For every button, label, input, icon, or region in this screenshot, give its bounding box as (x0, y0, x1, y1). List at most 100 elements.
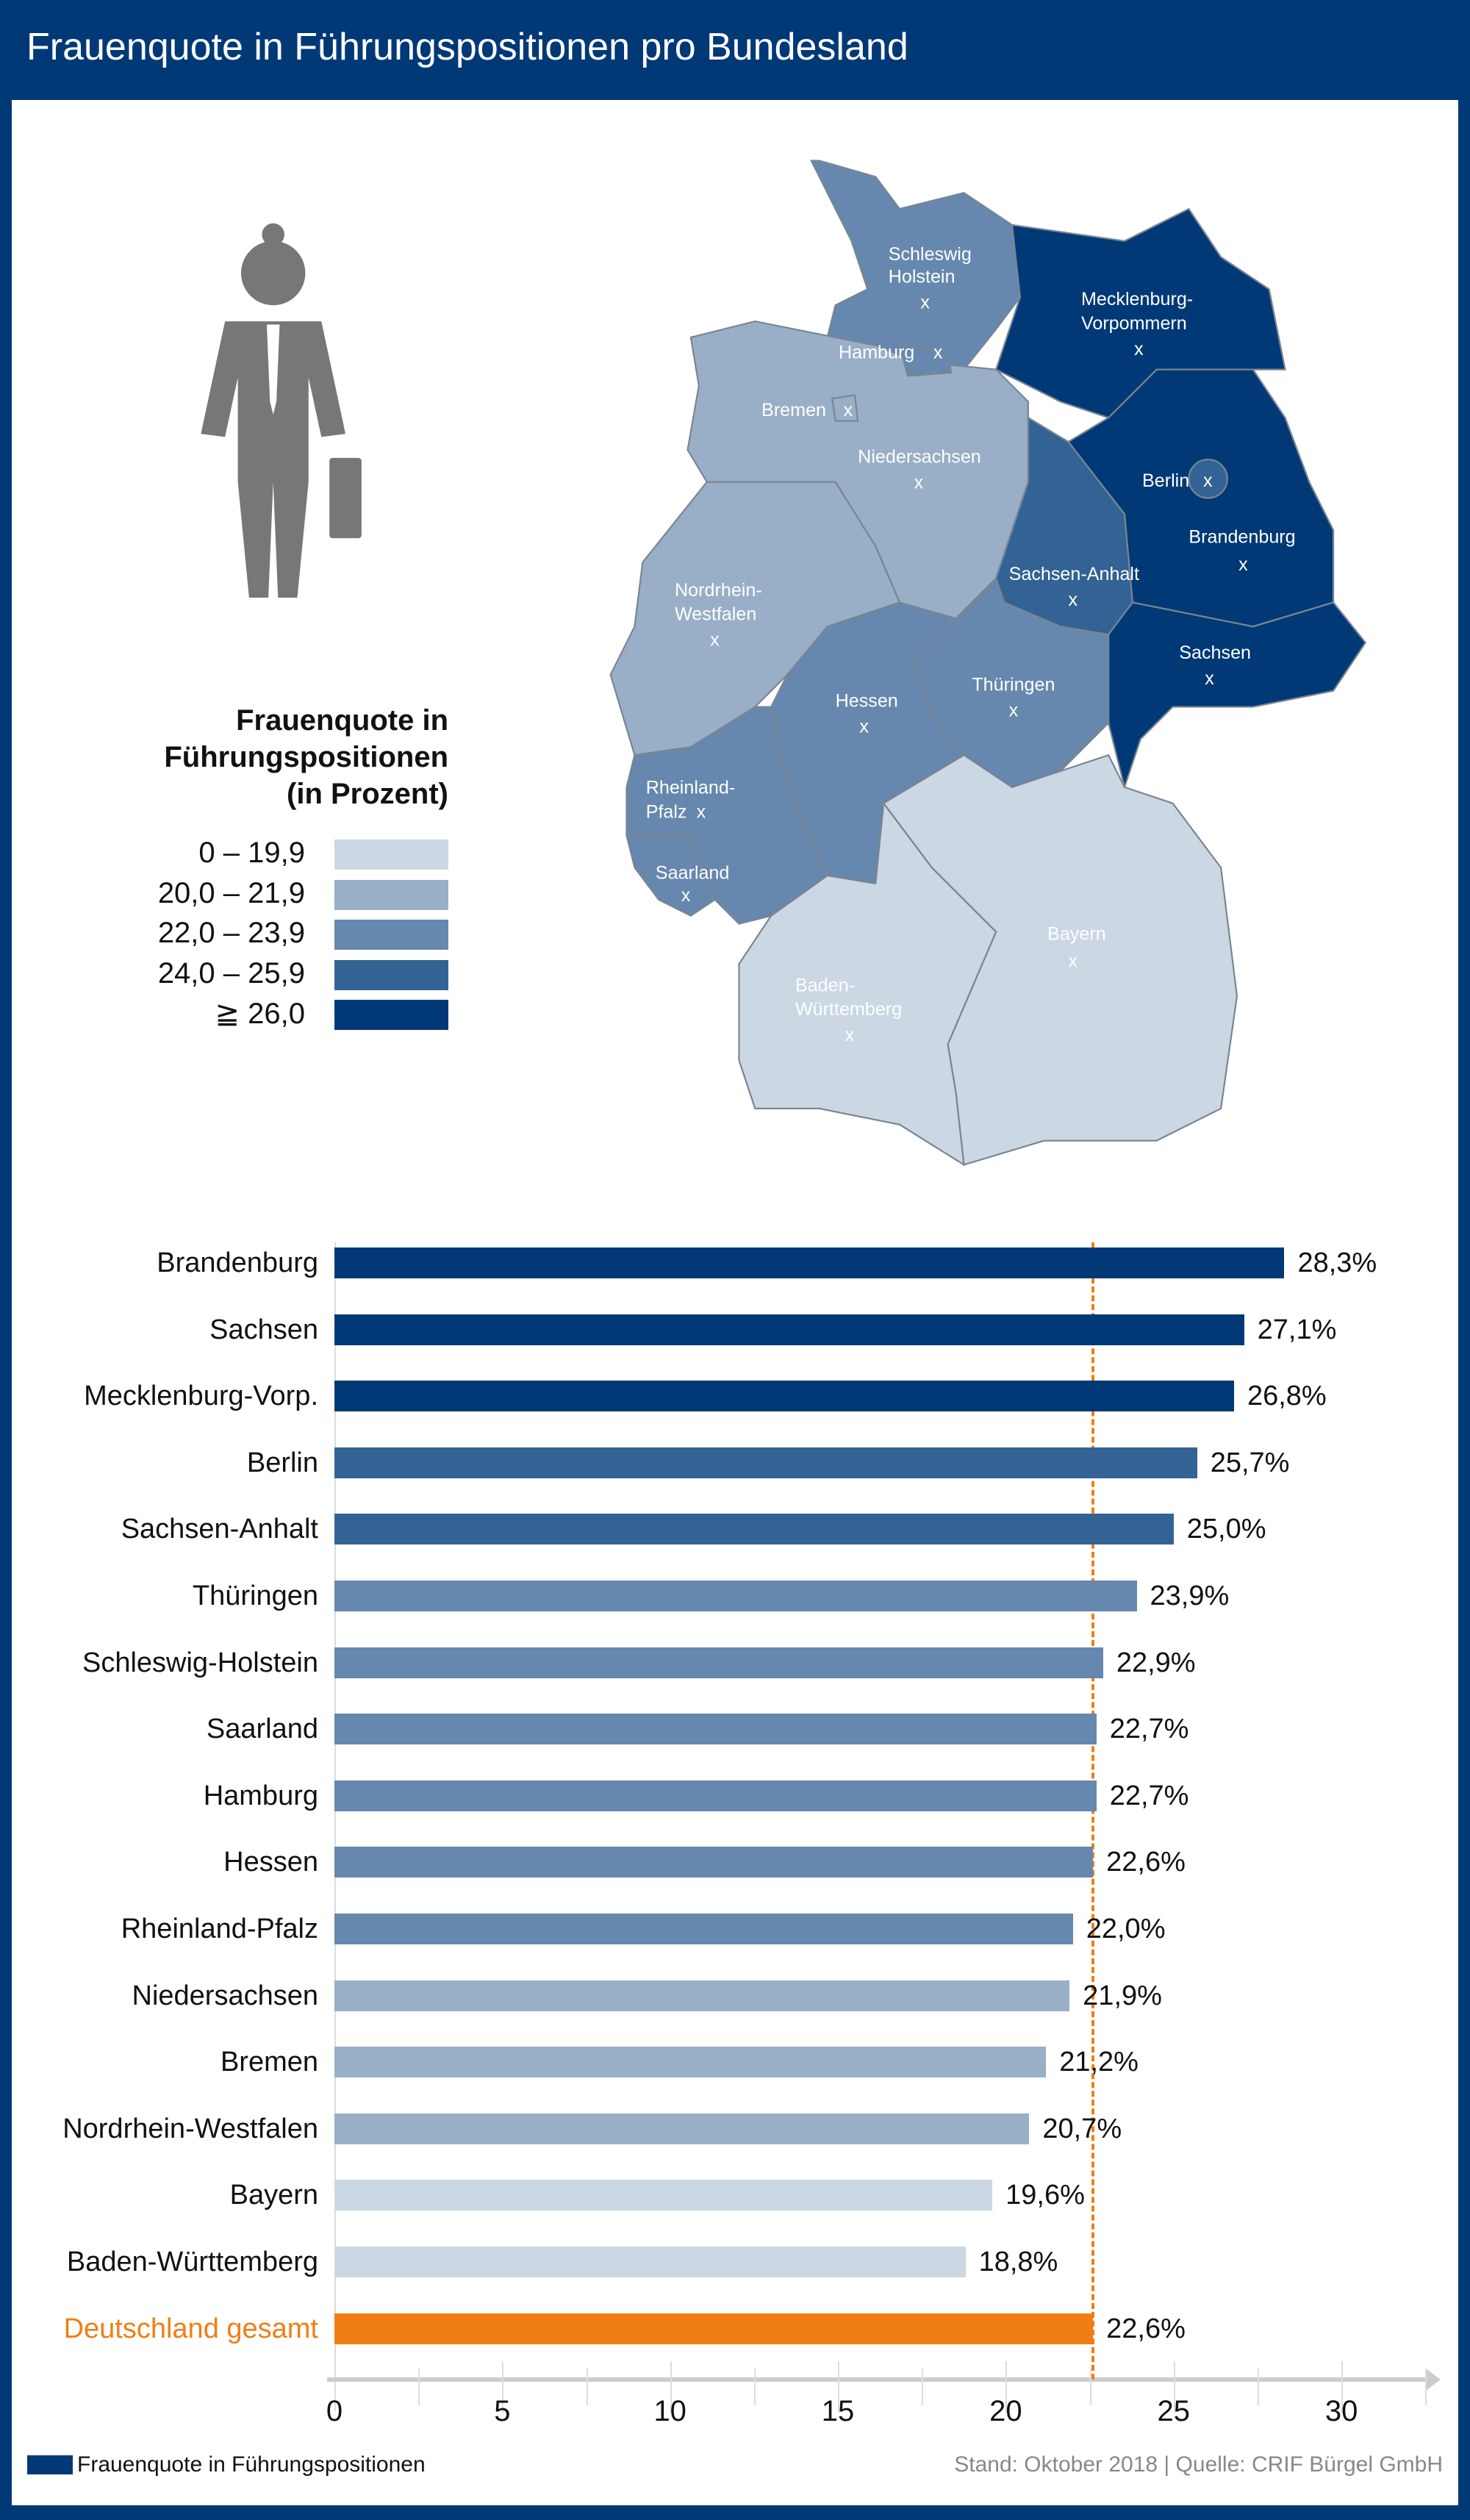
y-axis-line (334, 1242, 336, 2411)
map-label: Sachsen (1179, 642, 1251, 663)
legend-title-line: Führungspositionen (164, 741, 448, 773)
bar (334, 1714, 1097, 1745)
bar (334, 1780, 1097, 1811)
category-label: Bayern (229, 2180, 318, 2211)
bar (334, 1847, 1094, 1878)
axis-tick (418, 2369, 420, 2405)
value-label: 22,6% (1106, 1847, 1186, 1878)
axis-arrow-icon (1426, 2369, 1441, 2391)
tick-label: 0 (326, 2395, 343, 2427)
tick-label: 30 (1324, 2395, 1358, 2427)
map-label: Saarland (656, 862, 730, 883)
map-marker: x (1238, 554, 1248, 575)
legend-title-line: Frauenquote in (236, 704, 448, 737)
value-label: 22,0% (1086, 1914, 1166, 1944)
axis-tick (1005, 2361, 1008, 2413)
category-label: Mecklenburg-Vorp. (84, 1381, 318, 1412)
map-marker: x (710, 630, 720, 651)
value-label: 18,8% (978, 2247, 1058, 2277)
category-label: Baden-Württemberg (66, 2247, 318, 2277)
bar (334, 1980, 1070, 2011)
map-marker: x (933, 342, 943, 362)
category-label: Bremen (220, 2047, 318, 2078)
bar (334, 1447, 1197, 1478)
map-marker: x (914, 472, 924, 493)
map-label: Brandenburg (1188, 527, 1295, 548)
state-hamburg (898, 344, 953, 377)
map-marker: x (1203, 470, 1213, 491)
germany-map: Schleswig Holstein x Hamburg x Mecklenburg-… (201, 160, 1367, 1167)
category-label: Berlin (246, 1447, 318, 1478)
map-marker: x (844, 400, 853, 420)
tick-label: 20 (989, 2395, 1022, 2427)
legend-label: 24,0 – 25,9 (157, 956, 305, 989)
map-label: Rheinland- (646, 778, 736, 798)
businesswoman-icon (201, 223, 362, 598)
axis-tick (1425, 2369, 1427, 2405)
value-label: 23,9% (1150, 1581, 1230, 1611)
map-label: Mecklenburg- (1081, 289, 1193, 309)
category-label: Brandenburg (157, 1248, 318, 1278)
map-marker: x (920, 293, 930, 313)
state-berlin (1188, 458, 1228, 499)
legend-label: 22,0 – 23,9 (157, 917, 305, 950)
value-label: 22,6% (1106, 2313, 1186, 2344)
map-marker: x (1068, 951, 1078, 972)
bar (334, 1314, 1244, 1345)
axis-tick (670, 2361, 672, 2413)
map-marker: x (697, 801, 706, 822)
map-marker: x (845, 1025, 855, 1045)
bar (334, 1514, 1174, 1545)
legend-swatch (334, 840, 448, 870)
map-label: Bayern (1047, 923, 1106, 944)
value-label: 22,7% (1109, 1780, 1189, 1811)
map-label: Vorpommern (1081, 313, 1187, 334)
map-marker: x (1009, 701, 1019, 721)
axis-tick (1257, 2369, 1259, 2405)
map-marker: x (859, 717, 869, 737)
bar (334, 2113, 1030, 2144)
map-label: Württemberg (795, 999, 902, 1020)
legend-title-line: (in Prozent) (287, 778, 448, 810)
value-label: 28,3% (1297, 1248, 1377, 1278)
map-label: Bremen (761, 400, 826, 420)
bar (334, 2313, 1094, 2344)
footer-legend-label: Frauenquote in Führungspositionen (77, 2452, 426, 2477)
category-label: Sachsen (209, 1314, 318, 1345)
value-label: 27,1% (1257, 1314, 1337, 1345)
category-label: Deutschland gesamt (63, 2313, 318, 2344)
axis-tick (502, 2361, 504, 2413)
value-label: 21,2% (1059, 2047, 1139, 2078)
legend-label: 20,0 – 21,9 (157, 876, 305, 909)
category-label: Nordrhein-Westfalen (62, 2113, 318, 2144)
map-label: Hessen (836, 691, 898, 712)
map-marker: x (1205, 668, 1214, 689)
axis-tick (1341, 2361, 1344, 2413)
state-bremen (831, 394, 859, 422)
state-labels: Schleswig Holstein x Hamburg x Mecklenburg-… (646, 244, 1296, 1045)
legend-label: 0 – 19,9 (198, 837, 305, 869)
map-label: Hamburg (839, 342, 914, 362)
page-title: Frauenquote in Führungspositionen pro Bu… (26, 26, 908, 68)
tick-label: 5 (494, 2395, 511, 2427)
bar (334, 2247, 966, 2277)
source-note: Stand: Oktober 2018 | Quelle: CRIF Bürge… (954, 2452, 1443, 2477)
value-label: 22,9% (1116, 1647, 1196, 1678)
legend-item: 22,0 – 23,9 (0, 917, 448, 951)
legend-label: ≧ 26,0 (215, 998, 305, 1031)
axis-tick (1173, 2361, 1175, 2413)
map-label: Westfalen (675, 604, 756, 625)
category-label: Thüringen (192, 1581, 318, 1611)
legend-item: 0 – 19,9 (0, 837, 448, 870)
map-marker: x (1068, 590, 1078, 610)
category-label: Saarland (206, 1714, 318, 1745)
state-baden-wuerttemberg (738, 801, 997, 1167)
axis-tick (753, 2369, 756, 2405)
value-label: 25,0% (1186, 1514, 1266, 1545)
legend-swatch (334, 879, 448, 910)
